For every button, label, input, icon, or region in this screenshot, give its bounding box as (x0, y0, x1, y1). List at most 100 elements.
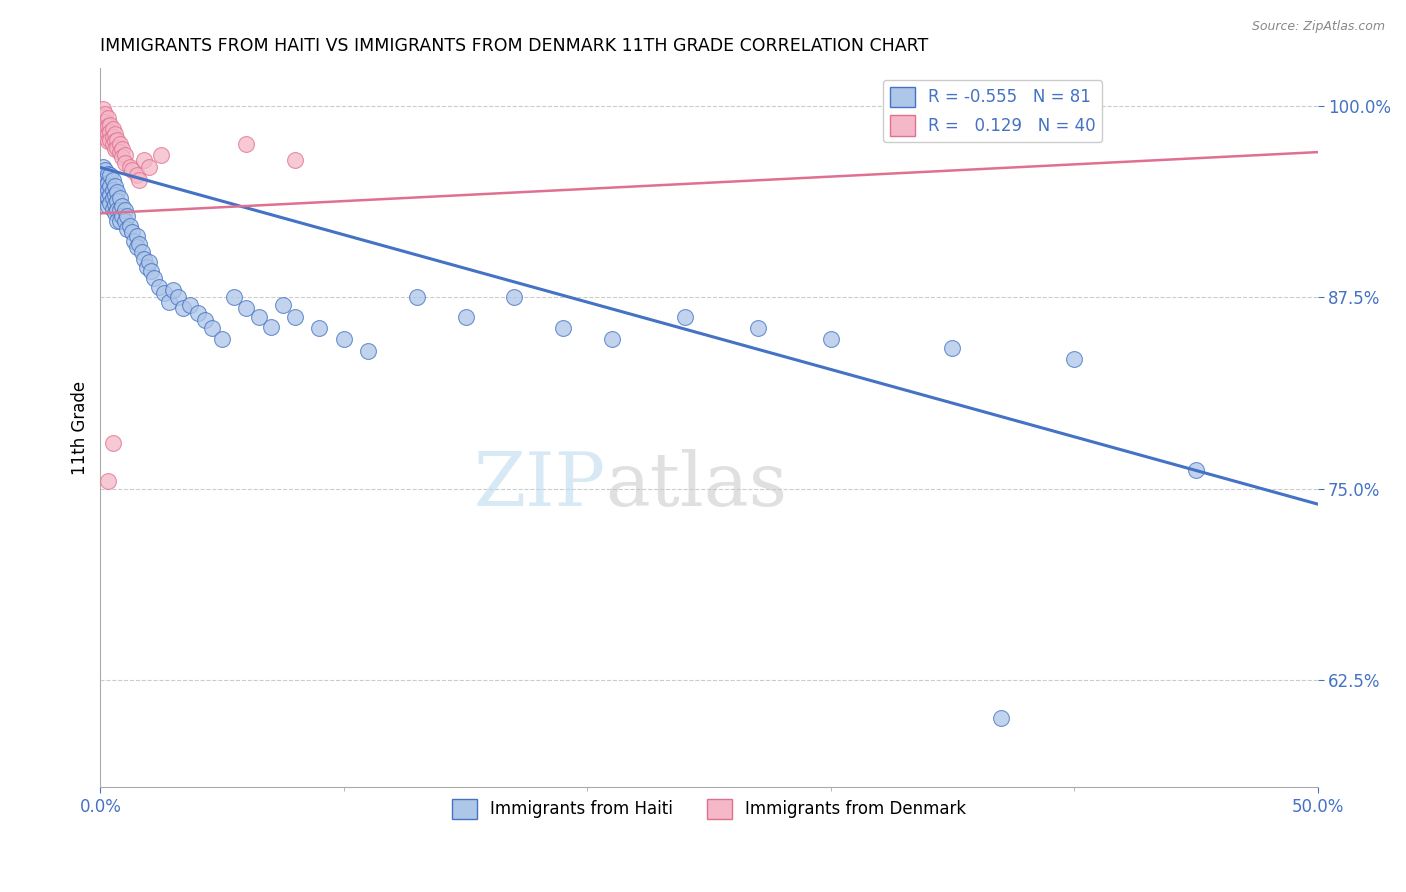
Point (172, 301, 194, 316)
Point (115, 210, 138, 224)
Point (94, 178, 117, 193)
Point (101, 129, 124, 144)
Point (91, 168, 114, 182)
Point (121, 163, 143, 178)
Point (551, 321, 574, 335)
Point (142, 270, 165, 285)
Point (135, 260, 157, 274)
Point (114, 214, 136, 228)
Point (105, 194, 128, 208)
Point (150, 148, 173, 162)
Point (104, 188, 127, 202)
Text: Source: ZipAtlas.com: Source: ZipAtlas.com (1251, 20, 1385, 33)
Point (128, 236, 150, 251)
Point (111, 150, 134, 164)
Point (105, 203, 128, 218)
Point (94, 172, 117, 186)
Point (503, 291, 526, 305)
Point (97, 112, 120, 126)
Point (260, 319, 283, 334)
Point (115, 221, 138, 235)
Point (138, 161, 160, 175)
Point (1185, 463, 1208, 477)
Point (284, 310, 307, 325)
Point (131, 244, 153, 259)
Point (97, 199, 120, 213)
Point (91, 110, 114, 124)
Point (224, 291, 246, 305)
Point (105, 133, 128, 147)
Point (152, 285, 174, 300)
Point (94, 114, 117, 128)
Point (97, 119, 120, 133)
Point (97, 135, 120, 149)
Point (101, 137, 124, 152)
Point (98, 188, 121, 202)
Point (111, 210, 134, 224)
Point (101, 202, 124, 216)
Point (211, 332, 233, 346)
Point (104, 127, 127, 141)
Point (104, 197, 127, 211)
Point (105, 214, 128, 228)
Point (104, 142, 127, 156)
Point (673, 310, 696, 325)
Point (134, 252, 156, 267)
Point (101, 172, 124, 186)
Point (138, 255, 160, 269)
Point (104, 135, 127, 149)
Text: IMMIGRANTS FROM HAITI VS IMMIGRANTS FROM DENMARK 11TH GRADE CORRELATION CHART: IMMIGRANTS FROM HAITI VS IMMIGRANTS FROM… (100, 37, 928, 55)
Point (94, 188, 117, 202)
Point (121, 225, 143, 239)
Point (98, 178, 121, 193)
Point (98, 168, 121, 182)
Point (167, 291, 190, 305)
Point (108, 191, 131, 205)
Point (1063, 351, 1085, 366)
Point (104, 178, 127, 193)
Point (125, 240, 148, 254)
Point (990, 711, 1012, 725)
Point (97, 191, 120, 205)
Point (148, 280, 170, 294)
Point (97, 183, 120, 197)
Point (820, 332, 842, 346)
Point (97, 127, 120, 141)
Point (98, 125, 121, 139)
Y-axis label: 11th Grade: 11th Grade (72, 381, 89, 475)
Point (101, 435, 124, 450)
Point (284, 153, 307, 167)
Point (357, 344, 380, 359)
Point (125, 168, 148, 182)
Point (111, 142, 134, 156)
Point (157, 295, 180, 310)
Point (97, 474, 120, 488)
Point (118, 161, 141, 175)
Point (111, 199, 134, 213)
Point (98, 195, 121, 210)
Point (141, 264, 163, 278)
Text: atlas: atlas (606, 449, 787, 522)
Point (108, 137, 131, 152)
Point (101, 191, 124, 205)
Point (94, 107, 117, 121)
Point (179, 298, 201, 312)
Point (98, 133, 121, 147)
Point (125, 229, 148, 244)
Point (114, 148, 136, 162)
Point (108, 214, 131, 228)
Point (187, 306, 209, 320)
Point (108, 145, 131, 160)
Point (271, 298, 294, 312)
Point (194, 313, 217, 327)
Point (101, 183, 124, 197)
Point (94, 163, 117, 178)
Point (105, 140, 128, 154)
Point (104, 206, 127, 220)
Point (235, 301, 257, 316)
Point (235, 137, 257, 152)
Point (128, 172, 150, 186)
Point (114, 203, 136, 218)
Point (91, 176, 114, 190)
Point (108, 203, 131, 218)
